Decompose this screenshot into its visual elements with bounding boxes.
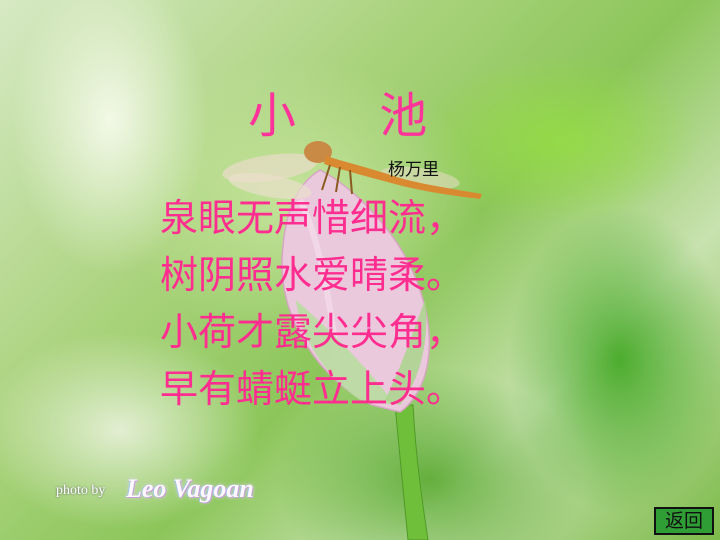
poem-line: 早有蜻蜓立上头。 — [160, 367, 465, 411]
poem-author: 杨万里 — [388, 160, 439, 180]
back-button[interactable]: 返回 — [654, 507, 714, 535]
poem-line: 树阴照水爱晴柔。 — [160, 253, 465, 297]
poem-title: 小 池 — [248, 88, 462, 144]
poem-line: 泉眼无声惜细流， — [160, 196, 465, 240]
poem-line: 小荷才露尖尖角， — [160, 310, 465, 354]
dragonfly — [222, 141, 482, 200]
photo-credit-label: photo by — [56, 483, 106, 498]
lotus-stem — [394, 404, 429, 540]
photographer-signature: Leo Vagoan — [126, 474, 254, 503]
poem-body: 泉眼无声惜细流， 树阴照水爱晴柔。 小荷才露尖尖角， 早有蜻蜓立上头。 — [160, 190, 464, 418]
